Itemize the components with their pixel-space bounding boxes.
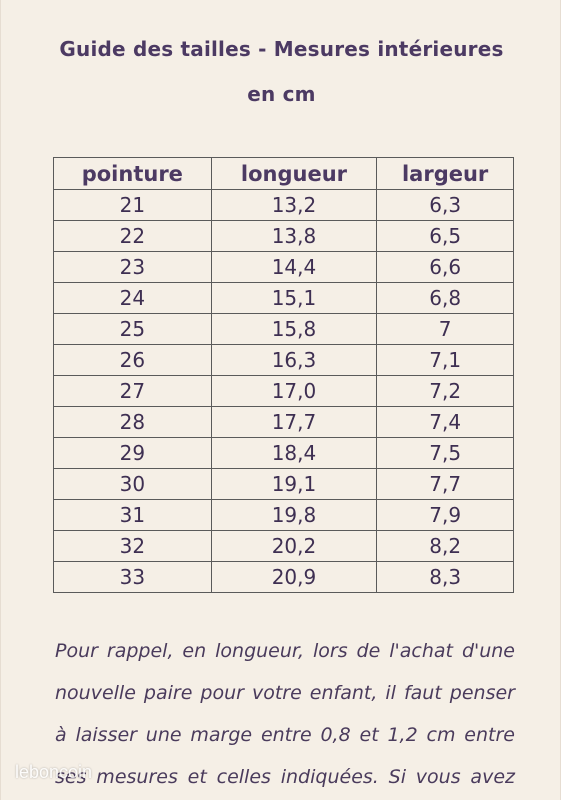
cell-longueur: 13,2 — [210, 189, 378, 221]
table-row: 26 16,3 7,1 — [53, 344, 514, 376]
cell-pointure: 27 — [53, 375, 212, 407]
cell-pointure: 33 — [53, 561, 212, 593]
table-row: 23 14,4 6,6 — [53, 251, 514, 283]
cell-pointure: 24 — [53, 282, 212, 314]
watermark-logo: leboncoin — [15, 762, 93, 782]
table-header-row: pointure longueur largeur — [53, 157, 514, 190]
cell-largeur: 7 — [376, 313, 514, 345]
cell-longueur: 13,8 — [210, 220, 378, 252]
cell-longueur: 15,8 — [210, 313, 378, 345]
cell-largeur: 7,4 — [376, 406, 514, 438]
column-header-longueur: longueur — [210, 157, 378, 190]
paragraph-line: nouvelle paire pour votre enfant, il fau… — [55, 682, 515, 704]
cell-largeur: 7,5 — [376, 437, 514, 469]
cell-largeur: 7,2 — [376, 375, 514, 407]
cell-largeur: 7,1 — [376, 344, 514, 376]
column-header-pointure: pointure — [53, 157, 212, 190]
cell-largeur: 8,3 — [376, 561, 514, 593]
cell-largeur: 6,6 — [376, 251, 514, 283]
paragraph-line: ses mesures et celles indiquées. Si vous… — [55, 766, 515, 788]
page-title: Guide des tailles - Mesures intérieures — [59, 37, 504, 61]
cell-largeur: 7,7 — [376, 468, 514, 500]
cell-longueur: 17,7 — [210, 406, 378, 438]
table-row: 25 15,8 7 — [53, 313, 514, 345]
table-row: 31 19,8 7,9 — [53, 499, 514, 531]
cell-longueur: 19,8 — [210, 499, 378, 531]
paragraph-line: à laisser une marge entre 0,8 et 1,2 cm … — [55, 724, 515, 746]
cell-pointure: 22 — [53, 220, 212, 252]
page-subtitle: en cm — [247, 82, 316, 106]
cell-longueur: 19,1 — [210, 468, 378, 500]
table-row: 22 13,8 6,5 — [53, 220, 514, 252]
table-row: 30 19,1 7,7 — [53, 468, 514, 500]
cell-pointure: 21 — [53, 189, 212, 221]
reminder-paragraph: Pour rappel, en longueur, lors de l'acha… — [55, 630, 515, 798]
cell-pointure: 32 — [53, 530, 212, 562]
cell-largeur: 6,8 — [376, 282, 514, 314]
paragraph-line: Pour rappel, en longueur, lors de l'acha… — [55, 640, 515, 662]
cell-largeur: 8,2 — [376, 530, 514, 562]
cell-longueur: 14,4 — [210, 251, 378, 283]
size-table: pointure longueur largeur 21 13,2 6,3 22 13,… — [53, 157, 514, 593]
cell-pointure: 30 — [53, 468, 212, 500]
cell-pointure: 26 — [53, 344, 212, 376]
cell-longueur: 20,9 — [210, 561, 378, 593]
cell-pointure: 28 — [53, 406, 212, 438]
table-row: 27 17,0 7,2 — [53, 375, 514, 407]
table-row: 28 17,7 7,4 — [53, 406, 514, 438]
table-row: 24 15,1 6,8 — [53, 282, 514, 314]
cell-largeur: 6,3 — [376, 189, 514, 221]
column-header-largeur: largeur — [376, 157, 514, 190]
table-row: 33 20,9 8,3 — [53, 561, 514, 593]
table-row: 32 20,2 8,2 — [53, 530, 514, 562]
cell-pointure: 29 — [53, 437, 212, 469]
cell-pointure: 25 — [53, 313, 212, 345]
cell-pointure: 31 — [53, 499, 212, 531]
cell-longueur: 17,0 — [210, 375, 378, 407]
table-row: 29 18,4 7,5 — [53, 437, 514, 469]
cell-longueur: 20,2 — [210, 530, 378, 562]
cell-pointure: 23 — [53, 251, 212, 283]
table-row: 21 13,2 6,3 — [53, 189, 514, 221]
cell-longueur: 15,1 — [210, 282, 378, 314]
table-body: 21 13,2 6,3 22 13,8 6,5 23 14,4 6,6 24 15,1 6,8 25 15… — [53, 189, 514, 593]
cell-largeur: 6,5 — [376, 220, 514, 252]
cell-longueur: 16,3 — [210, 344, 378, 376]
cell-longueur: 18,4 — [210, 437, 378, 469]
cell-largeur: 7,9 — [376, 499, 514, 531]
